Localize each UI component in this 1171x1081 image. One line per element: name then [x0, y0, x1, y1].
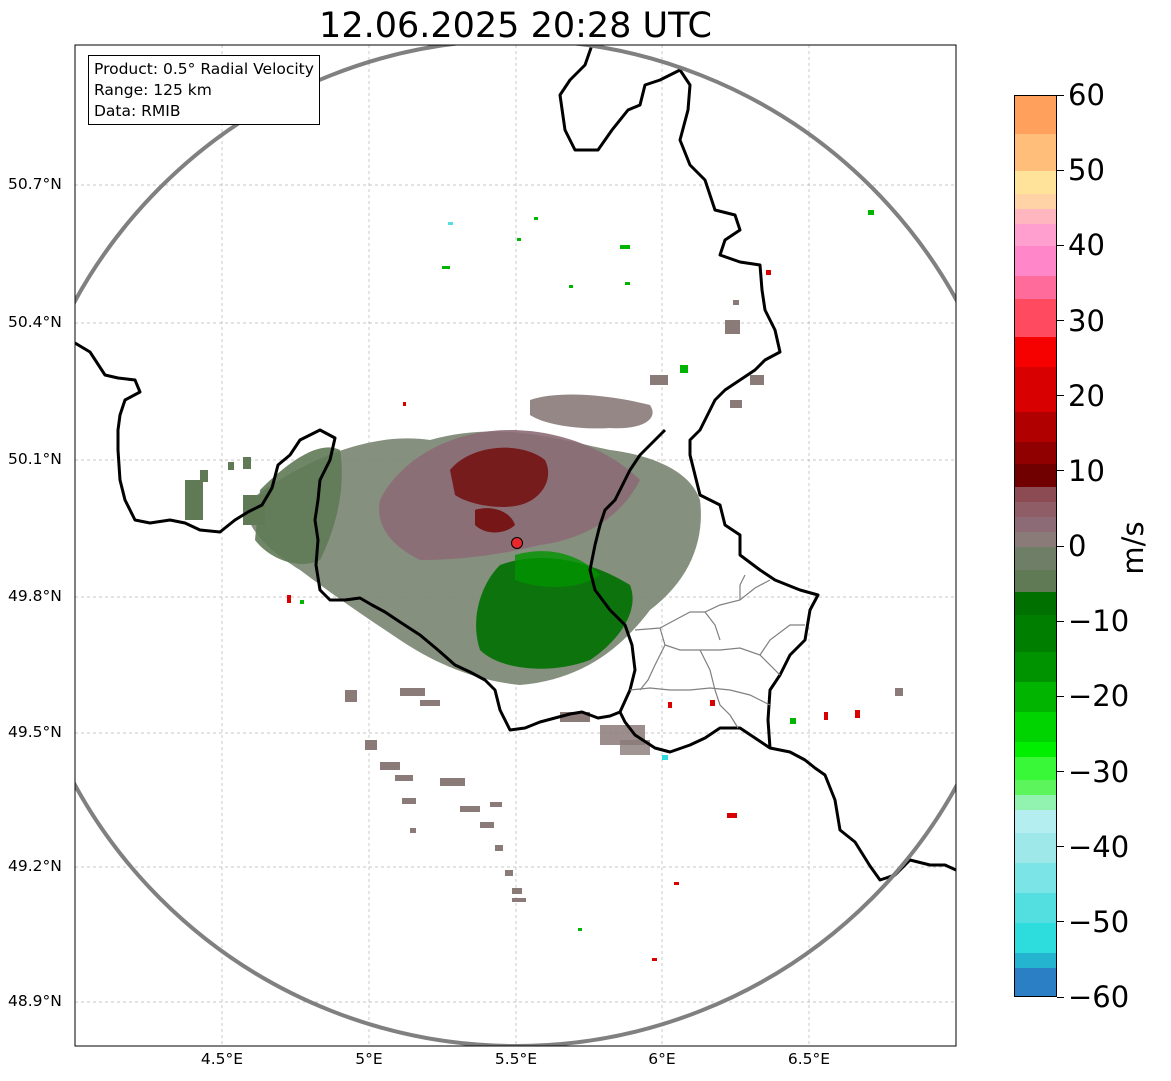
colorbar-segment: [1015, 682, 1056, 713]
colorbar-tick-mark: [1057, 169, 1064, 171]
colorbar-tick-mark: [1057, 620, 1064, 622]
country-borders: [75, 45, 956, 882]
colorbar-tick-mark: [1057, 94, 1064, 96]
colorbar-tick-label: −30: [1068, 754, 1130, 789]
colorbar-segment: [1015, 336, 1056, 368]
lon-label-6: 6°E: [648, 1050, 676, 1068]
colorbar-segment: [1015, 892, 1056, 924]
info-data-source: Data: RMIB: [94, 102, 181, 120]
lat-label-49-5: 49.5°N: [8, 723, 62, 741]
lat-label-49-8: 49.8°N: [8, 587, 62, 605]
colorbar-tick-mark: [1057, 470, 1064, 472]
colorbar-tick-label: −50: [1068, 904, 1130, 939]
colorbar-tick-label: −20: [1068, 679, 1130, 714]
lat-label-48-9: 48.9°N: [8, 992, 62, 1010]
colorbar-segment: [1015, 952, 1056, 969]
colorbar-segment: [1015, 742, 1056, 759]
colorbar-segment: [1015, 757, 1056, 781]
colorbar-segment: [1015, 441, 1056, 465]
radar-site-marker[interactable]: [511, 537, 523, 549]
colorbar-segment: [1015, 486, 1056, 503]
colorbar-unit-label: m/s: [1116, 521, 1150, 575]
colorbar-tick-mark: [1057, 395, 1064, 397]
lon-label-4-5: 4.5°E: [200, 1050, 244, 1068]
colorbar-tick-label: 60: [1068, 78, 1105, 112]
colorbar-tick-label: −60: [1068, 980, 1130, 1014]
colorbar-segment: [1015, 171, 1056, 195]
map-title: 12.06.2025 20:28 UTC: [319, 6, 712, 46]
colorbar-segment: [1015, 832, 1056, 864]
lat-label-50-4: 50.4°N: [8, 313, 62, 331]
colorbar-segment: [1015, 516, 1056, 533]
colorbar-tick-label: 20: [1068, 378, 1105, 413]
colorbar-segment: [1015, 922, 1056, 954]
colorbar-tick-mark: [1057, 921, 1064, 923]
info-range: Range: 125 km: [94, 81, 212, 99]
velocity-colorbar: [1014, 95, 1057, 997]
colorbar-segment: [1015, 501, 1056, 518]
colorbar-segment: [1015, 133, 1056, 172]
colorbar-segment: [1015, 246, 1056, 277]
colorbar-segment: [1015, 366, 1056, 413]
lat-label-50-7: 50.7°N: [8, 175, 62, 193]
colorbar-segment: [1015, 592, 1056, 616]
colorbar-segment: [1015, 96, 1056, 135]
colorbar-segment: [1015, 223, 1056, 247]
colorbar-tick-mark: [1057, 771, 1064, 772]
colorbar-tick-mark: [1057, 244, 1064, 246]
colorbar-segment: [1015, 193, 1056, 210]
colorbar-tick-mark: [1057, 996, 1064, 998]
colorbar-segment: [1015, 569, 1056, 593]
info-box: Product: 0.5° Radial Velocity Range: 125…: [88, 55, 320, 125]
colorbar-segment: [1015, 276, 1056, 300]
info-product: Product: 0.5° Radial Velocity: [94, 60, 314, 78]
colorbar-segment: [1015, 411, 1056, 443]
colorbar-tick-label: 10: [1068, 453, 1105, 488]
map-frame: [74, 44, 957, 1047]
colorbar-segment: [1015, 547, 1056, 571]
colorbar-tick-mark: [1057, 695, 1064, 697]
colorbar-segment: [1015, 298, 1056, 338]
colorbar-tick-mark: [1057, 545, 1064, 547]
colorbar-tick-label: 0: [1068, 529, 1087, 563]
colorbar-segment: [1015, 531, 1056, 548]
colorbar-segment: [1015, 652, 1056, 683]
lon-label-5: 5°E: [355, 1050, 383, 1068]
lon-label-5-5: 5.5°E: [494, 1050, 538, 1068]
colorbar-tick-label: 50: [1068, 153, 1105, 188]
colorbar-tick-mark: [1057, 320, 1064, 321]
colorbar-tick-mark: [1057, 846, 1064, 848]
colorbar-tick-label: −10: [1068, 604, 1130, 639]
colorbar-segment: [1015, 464, 1056, 488]
lon-label-6-5: 6.5°E: [787, 1050, 831, 1068]
admin-borders: [629, 574, 805, 729]
colorbar-tick-label: −40: [1068, 829, 1130, 864]
lat-label-49-2: 49.2°N: [8, 857, 62, 875]
colorbar-segment: [1015, 862, 1056, 894]
colorbar-segment: [1015, 712, 1056, 744]
colorbar-tick-label: 40: [1068, 228, 1105, 263]
colorbar-segment: [1015, 780, 1056, 796]
colorbar-segment: [1015, 795, 1056, 811]
colorbar-segment: [1015, 208, 1056, 225]
lat-label-50-1: 50.1°N: [8, 450, 62, 468]
colorbar-segment: [1015, 614, 1056, 653]
radar-echoes: [185, 210, 903, 961]
colorbar-segment: [1015, 810, 1056, 834]
colorbar-segment: [1015, 967, 1056, 996]
colorbar-tick-label: 30: [1068, 303, 1105, 338]
